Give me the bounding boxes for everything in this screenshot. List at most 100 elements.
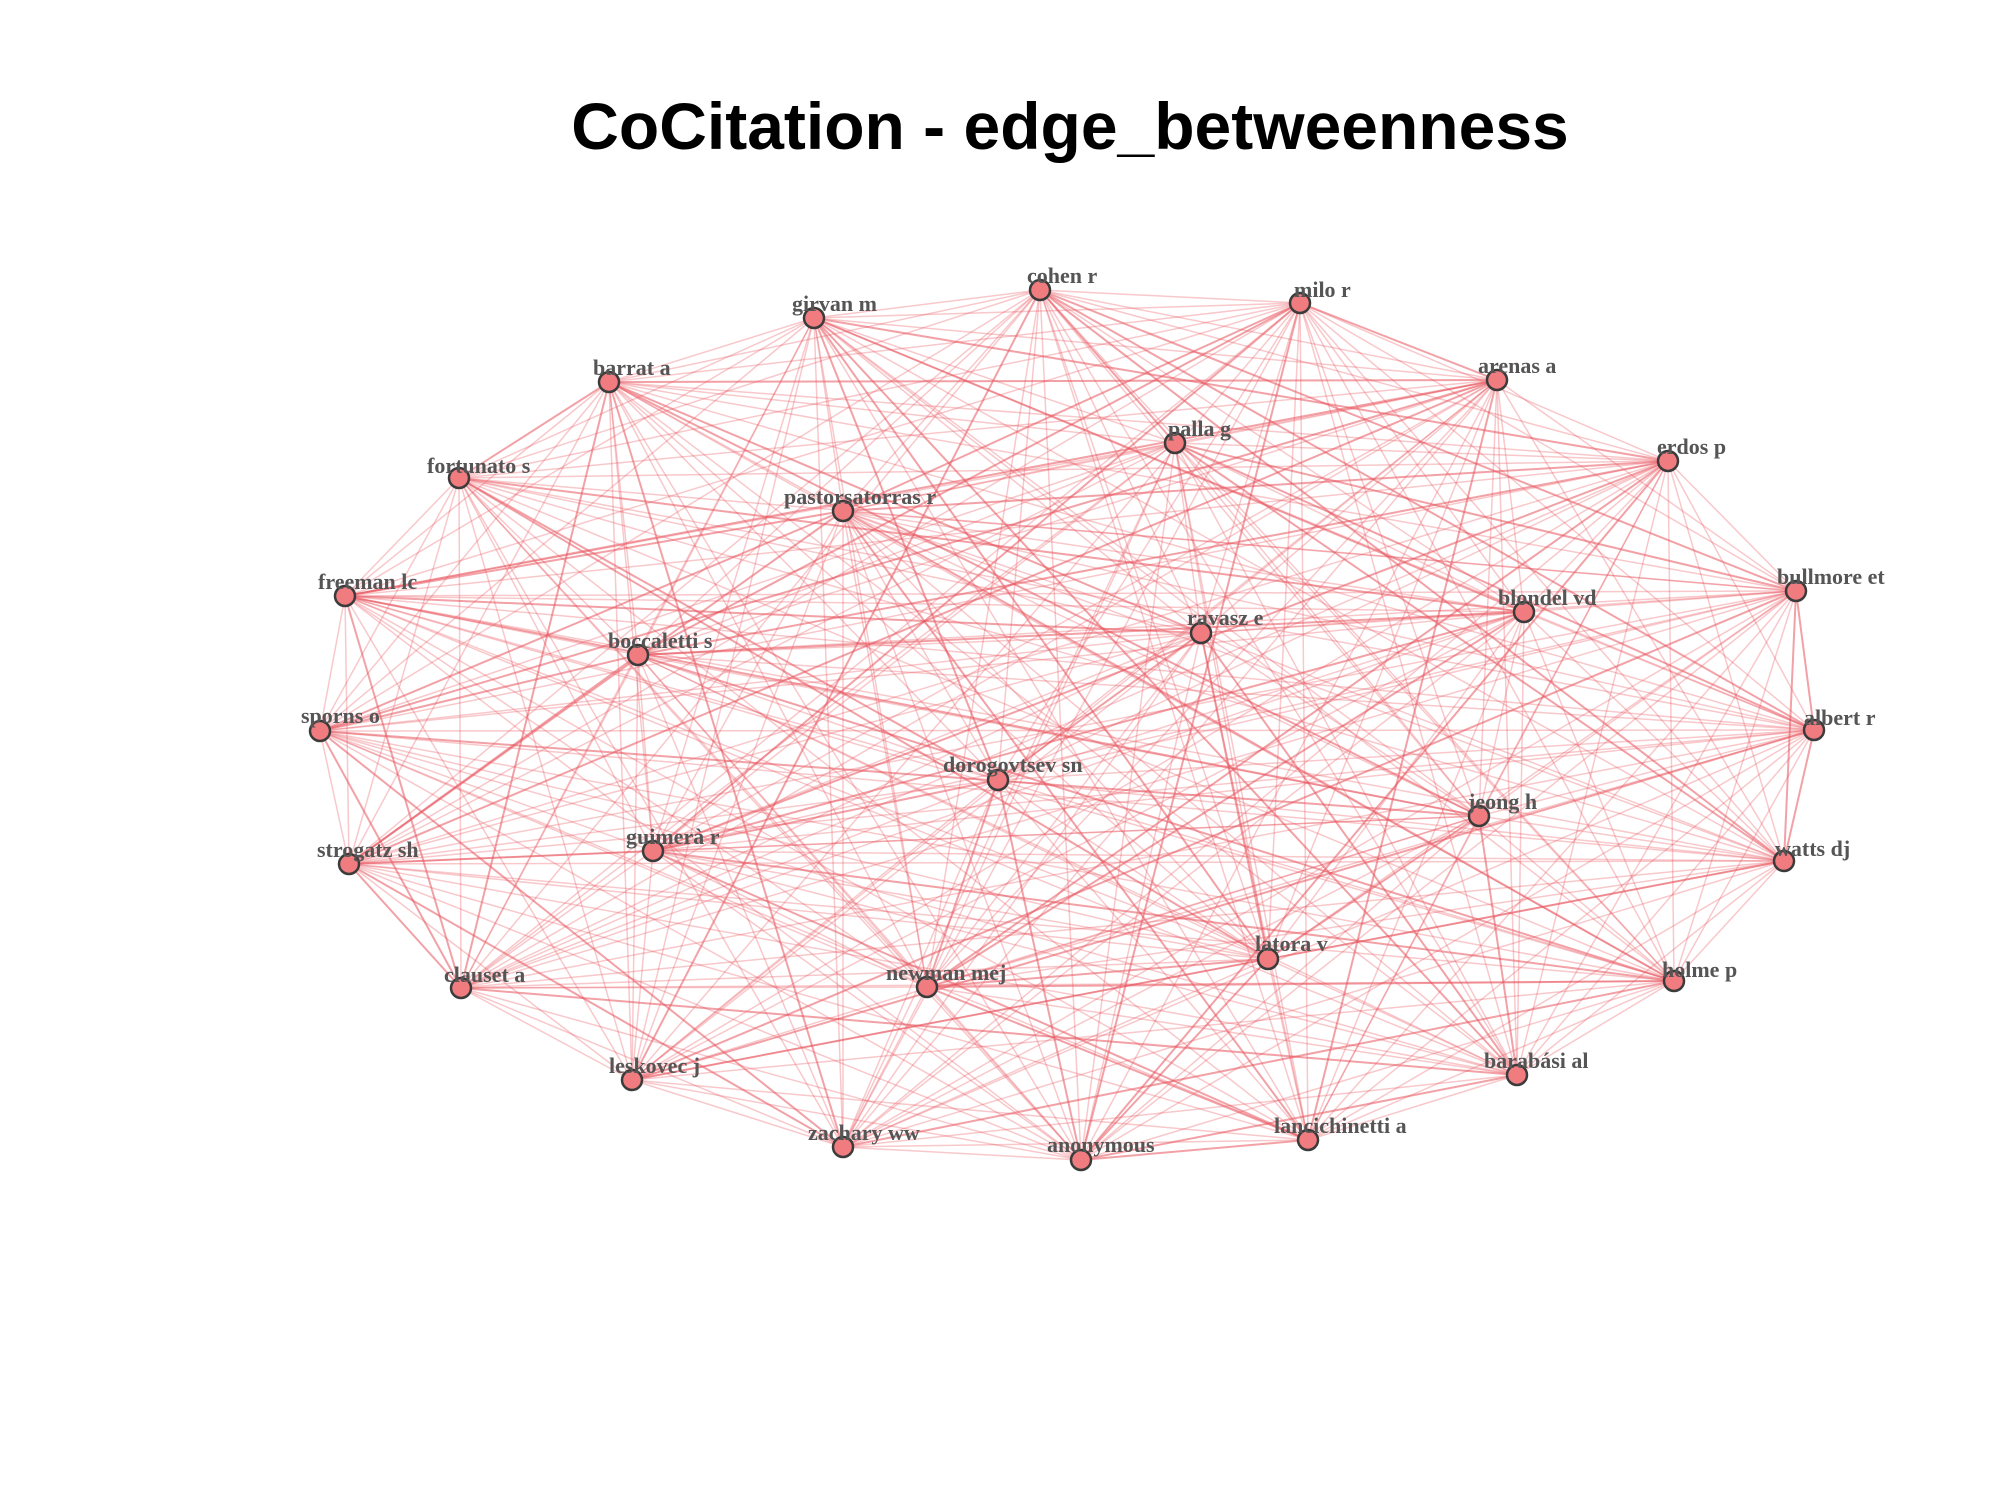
edge — [1783, 729, 1815, 862]
edge — [319, 510, 844, 732]
edge — [344, 590, 1797, 597]
edge — [1080, 815, 1480, 1161]
node — [1485, 368, 1509, 392]
edge — [1200, 379, 1498, 634]
node-label: latora v — [1255, 931, 1328, 956]
edge — [1516, 590, 1797, 1076]
edge-layer — [319, 289, 1815, 1161]
edge — [348, 477, 460, 865]
edge — [652, 729, 1815, 852]
node — [641, 839, 665, 863]
edge — [997, 289, 1041, 781]
edge — [1174, 442, 1309, 1141]
edge — [652, 850, 1309, 1141]
edge — [319, 632, 1202, 732]
edge — [344, 379, 1498, 597]
edge — [813, 317, 928, 988]
edge — [344, 510, 844, 597]
edge — [344, 595, 350, 865]
edge — [842, 510, 1202, 634]
edge — [1516, 611, 1525, 1076]
edge — [926, 860, 1785, 988]
edge — [1496, 379, 1518, 1076]
edge — [319, 730, 844, 1148]
edge — [608, 381, 1269, 960]
edge — [348, 379, 1498, 865]
edge — [1523, 611, 1815, 731]
edge — [460, 381, 610, 989]
edge — [997, 729, 1815, 781]
edge — [348, 289, 1041, 865]
edge — [652, 850, 928, 988]
edge — [460, 986, 928, 989]
edge — [608, 381, 844, 512]
edge — [1673, 860, 1785, 982]
edge — [842, 510, 928, 988]
edge — [652, 850, 1785, 862]
edge — [1667, 460, 1785, 862]
edge — [1267, 815, 1480, 960]
edge — [460, 460, 1669, 989]
edge — [1080, 632, 1202, 1161]
edge — [608, 289, 1041, 383]
edge — [344, 595, 1202, 634]
node-label: guimerà r — [626, 824, 720, 849]
edge — [652, 442, 1176, 852]
edge — [348, 850, 654, 865]
edge — [652, 632, 1202, 852]
edge — [813, 317, 1525, 613]
edge — [319, 442, 1176, 732]
edge — [631, 1079, 1082, 1161]
edge — [344, 460, 1669, 597]
edge — [637, 442, 1176, 656]
label-layer: cohen r milo r girvan m arenas a barrat a pal… — [301, 263, 1885, 1157]
edge — [344, 317, 815, 597]
edge — [926, 980, 1675, 988]
edge — [1478, 379, 1498, 817]
edge — [1307, 590, 1797, 1141]
edge — [1307, 1074, 1518, 1141]
edge — [1080, 302, 1301, 1161]
edge — [348, 863, 1269, 960]
edge — [631, 860, 1785, 1081]
node-label: watts dj — [1775, 836, 1850, 861]
edge — [652, 850, 1675, 982]
edge — [813, 317, 1675, 982]
node-label: anonymous — [1047, 1132, 1155, 1157]
edge — [1299, 302, 1525, 613]
edge — [637, 317, 815, 656]
node-label: freeman lc — [318, 569, 417, 594]
edge — [1200, 632, 1785, 862]
edge — [608, 381, 1815, 731]
edge — [348, 863, 1082, 1161]
edge — [842, 729, 1815, 1148]
edge — [1307, 980, 1675, 1141]
edge — [926, 460, 1669, 988]
edge — [637, 654, 1269, 960]
edge — [1267, 611, 1525, 960]
edge — [652, 302, 1301, 852]
edge — [813, 317, 1498, 381]
edge — [344, 442, 1176, 597]
edge — [926, 632, 1202, 988]
edge — [1080, 590, 1797, 1161]
edge — [319, 595, 346, 732]
node-label: leskovec j — [609, 1053, 700, 1078]
node-label: palla g — [1168, 416, 1231, 441]
edge — [842, 779, 999, 1148]
edge — [1299, 302, 1785, 862]
edge — [344, 595, 928, 988]
node — [1028, 278, 1052, 302]
edge — [1039, 289, 1309, 1141]
edge — [1478, 729, 1815, 817]
edge — [460, 850, 654, 989]
node-label: newman mej — [886, 960, 1006, 985]
edge — [1478, 815, 1518, 1076]
edge — [1299, 302, 1498, 381]
edge — [842, 1139, 1309, 1148]
edge — [319, 730, 350, 865]
edge — [631, 654, 639, 1081]
edge — [458, 460, 1669, 479]
edge — [1307, 379, 1498, 1141]
